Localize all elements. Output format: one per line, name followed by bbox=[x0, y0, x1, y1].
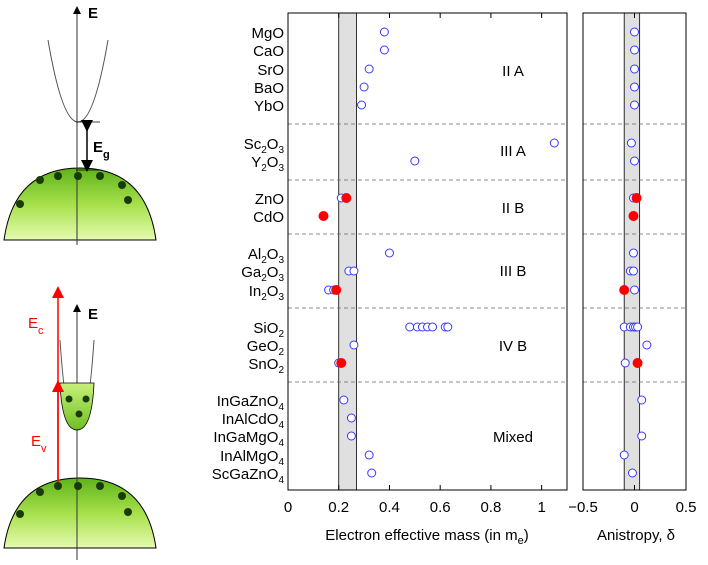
point-open-geo2 bbox=[642, 340, 652, 350]
material-label-inalmgo4: InAlMgO4 bbox=[220, 448, 284, 468]
x-tick-label: 0.2 bbox=[328, 499, 349, 516]
conduction-band-top bbox=[47, 39, 109, 123]
x-tick-label: 1 bbox=[537, 499, 545, 516]
band-diagram-bottom: E Ec Ev bbox=[3, 286, 157, 560]
x-tick-label: 0 bbox=[284, 499, 292, 516]
point-open-sc2o3 bbox=[626, 138, 636, 148]
valence-dome-bottom bbox=[3, 477, 157, 549]
point-open-ga2o3 bbox=[628, 266, 638, 276]
material-label-ga2o3: Ga2O3 bbox=[241, 264, 284, 284]
ec-label: Ec bbox=[28, 315, 44, 337]
material-label-al2o3: Al2O3 bbox=[248, 246, 285, 266]
electron-pocket bbox=[59, 382, 95, 431]
material-label-y2o3: Y2O3 bbox=[251, 154, 284, 174]
dome-dots-bottom bbox=[16, 482, 132, 518]
material-label-ingamgo4: InGaMgO4 bbox=[213, 429, 284, 449]
point-open-sc2o3 bbox=[549, 138, 559, 148]
point-open-ingazno4 bbox=[339, 395, 349, 405]
point-open-scgazno4 bbox=[627, 468, 637, 478]
point-filled-sno2 bbox=[336, 358, 347, 368]
x-tick-label: 0.4 bbox=[379, 499, 400, 516]
effective-mass-chart: 0 0.2 0.4 0.6 0.8 1 II A III A II B III B IV B Mixe… bbox=[212, 12, 568, 547]
point-open-al2o3 bbox=[628, 248, 638, 258]
material-label-sno2: SnO2 bbox=[248, 356, 284, 376]
material-label-ybo: YbO bbox=[254, 98, 284, 115]
point-open-ingazno4 bbox=[637, 395, 647, 405]
dome-dots-top bbox=[16, 172, 132, 208]
point-open-inalmgo4 bbox=[619, 450, 629, 460]
material-label-sio2: SiO2 bbox=[253, 320, 284, 340]
point-open-scgazno4 bbox=[367, 468, 377, 478]
point-filled-zno bbox=[631, 193, 642, 203]
group-label-iv-b: IV B bbox=[499, 338, 527, 355]
group-label-mixed: Mixed bbox=[493, 429, 533, 446]
point-open-inalcdo4 bbox=[346, 413, 356, 423]
band-diagram-top: E Eg bbox=[3, 5, 157, 245]
point-open-y2o3 bbox=[410, 156, 420, 166]
point-open-bao bbox=[630, 82, 639, 92]
point-open-al2o3 bbox=[384, 248, 394, 258]
group-label-ii-b: II B bbox=[502, 200, 525, 217]
point-filled-zno bbox=[341, 193, 352, 203]
material-label-bao: BaO bbox=[254, 80, 284, 97]
point-filled-sno2 bbox=[632, 358, 643, 368]
x-tick-label: 0 bbox=[630, 499, 638, 516]
point-open-geo2 bbox=[349, 340, 359, 350]
material-label-mgo: MgO bbox=[251, 25, 284, 42]
x-axis-title-anisotropy: Anistropy, δ bbox=[597, 527, 675, 544]
point-open-sio2 bbox=[405, 322, 415, 332]
point-open-y2o3 bbox=[630, 156, 639, 166]
x-tick-label: −0.5 bbox=[568, 499, 598, 516]
x-tick-label: 0.5 bbox=[676, 499, 697, 516]
point-open-sio2 bbox=[428, 322, 438, 332]
point-open-cao bbox=[630, 45, 639, 55]
point-open-ybo bbox=[357, 100, 367, 110]
point-filled-in2o3 bbox=[331, 285, 342, 295]
x-tick-label: 0.6 bbox=[430, 499, 451, 516]
point-open-sio2 bbox=[633, 322, 643, 332]
material-label-cdo: CdO bbox=[253, 209, 284, 226]
material-label-sc2o3: Sc2O3 bbox=[244, 136, 285, 156]
point-open-ybo bbox=[630, 100, 639, 110]
x-axis-title-mass: Electron effective mass (in me) bbox=[325, 527, 528, 547]
energy-axis-label-bottom: E bbox=[88, 306, 98, 323]
point-open-ingamgo4 bbox=[637, 431, 647, 441]
material-label-scgazno4: ScGaZnO4 bbox=[212, 466, 285, 486]
point-open-sio2 bbox=[443, 322, 453, 332]
group-label-ii-a: II A bbox=[502, 63, 524, 80]
point-open-cao bbox=[379, 45, 389, 55]
material-label-in2o3: In2O3 bbox=[249, 283, 285, 303]
material-label-ingazno4: InGaZnO4 bbox=[217, 393, 285, 413]
point-filled-in2o3 bbox=[619, 285, 630, 295]
plot-frame bbox=[287, 12, 568, 491]
point-open-mgo bbox=[630, 27, 639, 37]
point-open-in2o3 bbox=[630, 285, 639, 295]
point-open-ingamgo4 bbox=[346, 431, 356, 441]
point-open-sno2 bbox=[620, 358, 630, 368]
point-open-mgo bbox=[379, 27, 389, 37]
point-filled-cdo bbox=[318, 211, 329, 221]
energy-axis-label-top: E bbox=[88, 5, 98, 22]
material-label-sro: SrO bbox=[257, 62, 284, 79]
valence-dome-top bbox=[3, 167, 157, 241]
group-label-iii-b: III B bbox=[500, 263, 527, 280]
point-open-sro bbox=[630, 64, 639, 74]
point-open-bao bbox=[359, 82, 369, 92]
group-label-iii-a: III A bbox=[500, 143, 526, 160]
gap-label: Eg bbox=[93, 139, 110, 161]
point-filled-cdo bbox=[628, 211, 639, 221]
x-tick-label: 0.8 bbox=[480, 499, 501, 516]
point-open-sro bbox=[364, 64, 374, 74]
point-open-inalmgo4 bbox=[364, 450, 374, 460]
material-label-inalcdo4: InAlCdO4 bbox=[222, 411, 285, 431]
point-open-ga2o3 bbox=[349, 266, 359, 276]
ev-label: Ev bbox=[31, 433, 47, 455]
material-label-cao: CaO bbox=[253, 43, 284, 60]
material-label-zno: ZnO bbox=[255, 191, 284, 208]
material-label-geo2: GeO2 bbox=[247, 338, 285, 358]
